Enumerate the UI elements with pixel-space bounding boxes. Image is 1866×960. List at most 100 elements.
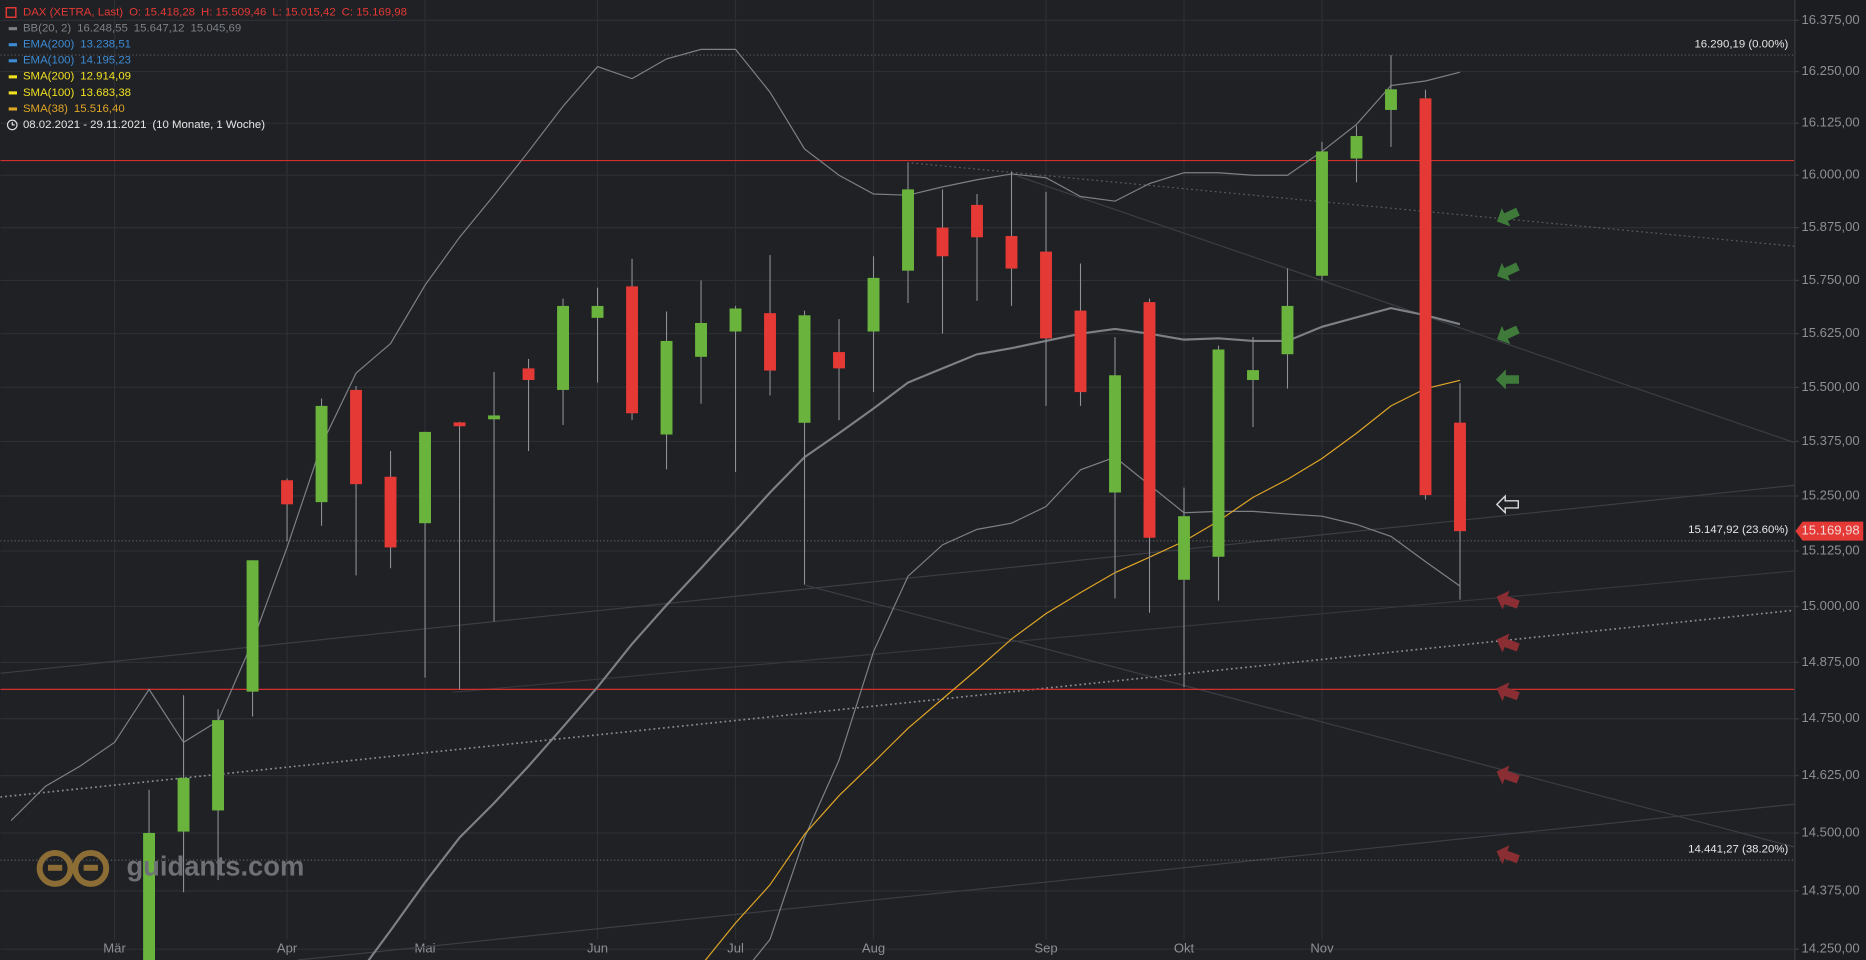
candle-body [1143, 302, 1156, 538]
legend-text: DAX (XETRA, Last) [23, 7, 123, 19]
level-label: 14.441,27 (38.20%) [1688, 843, 1788, 855]
legend-text: 15.516,40 [74, 103, 125, 115]
legend-text: SMA(38) [23, 103, 68, 115]
y-tick-label: 15.375,00 [1802, 433, 1860, 448]
y-tick-label: 16.375,00 [1802, 12, 1860, 27]
last-price-tag [1795, 521, 1864, 541]
legend-entry: EMA(100) 14.195,23 [23, 55, 131, 67]
legend-swatch [8, 107, 18, 111]
legend-text: 13.238,51 [80, 39, 131, 51]
legend-text: L: 15.015,42 [272, 7, 335, 19]
plot [0, 48, 1795, 960]
candle-body [695, 322, 707, 357]
indicator-line [752, 456, 1461, 960]
legend-text: (10 Monate, 1 Woche) [152, 119, 265, 131]
x-tick-label: Nov [1310, 941, 1334, 956]
legend-text: 15.647,12 [134, 23, 185, 35]
legend-text: 08.02.2021 - 29.11.2021 [23, 119, 146, 131]
candle-body [1005, 236, 1018, 269]
signal-arrow [1496, 682, 1520, 702]
candle-body [212, 720, 225, 811]
legend-swatch [8, 43, 18, 47]
indicator-line [367, 307, 1461, 960]
legend-entry: DAX (XETRA, Last) O: 15.418,28 H: 15.509,4… [23, 7, 407, 19]
legend-text: EMA(200) [23, 39, 75, 51]
trend-line [0, 609, 1795, 798]
y-tick-label: 16.125,00 [1802, 115, 1860, 130]
candle-body [1109, 375, 1121, 493]
legend-swatch [8, 59, 18, 63]
signal-arrow [1495, 369, 1519, 390]
candle-body [833, 352, 845, 369]
legend-text: SMA(100) [23, 87, 75, 99]
legend-text: SMA(200) [23, 71, 75, 83]
last-price-label: 15.169,98 [1802, 523, 1860, 538]
y-tick-label: 14.875,00 [1802, 654, 1860, 669]
trend-line [911, 162, 1795, 247]
signal-arrow [1496, 845, 1520, 865]
legend: DAX (XETRA, Last) O: 15.418,28 H: 15.509,4… [5, 7, 407, 131]
plot-area [0, 0, 1794, 960]
trend-line [452, 570, 1795, 693]
x-tick-label: Okt [1174, 941, 1195, 956]
y-tick-label: 16.000,00 [1802, 167, 1860, 182]
candle-body [1419, 98, 1432, 496]
x-tick-label: Jul [727, 941, 744, 956]
y-tick-label: 15.625,00 [1802, 325, 1860, 340]
candle-body [798, 315, 811, 423]
y-tick-label: 14.500,00 [1802, 824, 1860, 839]
candle-body [1385, 89, 1397, 110]
legend-text: 12.914,09 [80, 71, 131, 83]
candle-body [1281, 305, 1294, 355]
y-tick-label: 15.750,00 [1802, 272, 1860, 287]
signal-arrow [1496, 590, 1520, 610]
candle-body [1074, 310, 1087, 393]
y-tick-label: 14.250,00 [1802, 941, 1860, 956]
candle-body [1178, 516, 1190, 580]
y-tick-label: 15.250,00 [1802, 487, 1860, 502]
candle-body [1454, 422, 1466, 532]
signal-arrow [1496, 325, 1520, 345]
legend-swatch [8, 27, 18, 31]
y-tick-label: 15.125,00 [1802, 542, 1860, 557]
candle-body [1040, 251, 1052, 339]
signal-arrow [1495, 494, 1519, 515]
trend-lines [0, 162, 1795, 960]
candle-body [867, 277, 880, 332]
candle-body [488, 415, 500, 420]
trend-line [0, 484, 1795, 674]
signal-arrow [1496, 765, 1520, 785]
candle-body [660, 340, 673, 435]
signal-arrow [1496, 633, 1520, 653]
legend-entry: EMA(200) 13.238,51 [23, 39, 131, 51]
overlay: guidants.com 16.290,19 (0.00%) 15.147,92 … [36, 38, 1864, 887]
y-tick-label: 16.250,00 [1802, 63, 1860, 78]
candle-body [1316, 151, 1328, 276]
candle-body [281, 480, 293, 505]
candle-body [557, 305, 569, 390]
candle-body [1350, 136, 1363, 159]
candle-body [764, 313, 776, 371]
level-label: 16.290,19 (0.00%) [1694, 38, 1788, 50]
legend-entry: BB(20, 2) 16.248,55 15.647,12 15.045,69 [23, 23, 241, 35]
candle-body [1212, 349, 1225, 557]
candle-body [591, 305, 604, 318]
legend-entry: SMA(200) 12.914,09 [23, 71, 131, 83]
legend-text: 16.248,55 [77, 23, 128, 35]
candle-body [384, 476, 397, 548]
y-tick-label: 14.750,00 [1802, 710, 1860, 725]
candle-body [143, 832, 156, 960]
y-tick-label: 15.875,00 [1802, 219, 1860, 234]
signal-arrow [1496, 262, 1520, 282]
candle-body [177, 777, 190, 832]
candle-body [729, 308, 742, 332]
x-tick-label: Mai [415, 941, 436, 956]
legend-period: 08.02.2021 - 29.11.2021 (10 Monate, 1 Woc… [23, 119, 265, 131]
legend-entry: SMA(100) 13.683,38 [23, 87, 131, 99]
candle-body [419, 431, 431, 524]
candle-body [936, 227, 949, 257]
trend-line [297, 803, 1795, 960]
legend-entry: SMA(38) 15.516,40 [23, 103, 125, 115]
